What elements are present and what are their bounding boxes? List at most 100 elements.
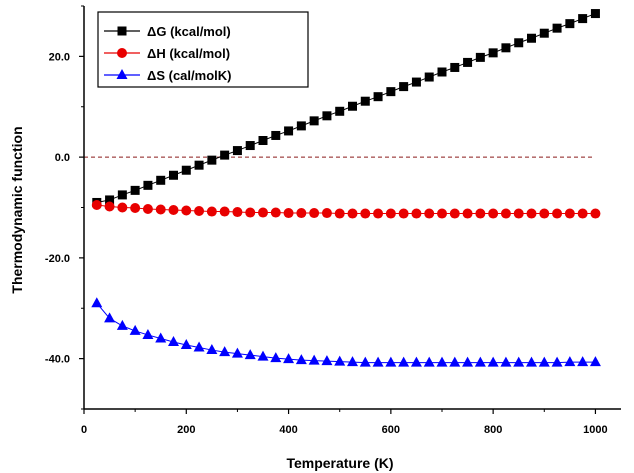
data-point-triangle — [577, 356, 589, 367]
data-point-square — [156, 175, 166, 185]
data-point-triangle — [168, 336, 179, 347]
data-point-triangle — [206, 344, 218, 355]
x-tick-label: 1000 — [583, 424, 607, 436]
data-point-triangle — [129, 324, 141, 335]
data-point-circle — [142, 204, 153, 215]
data-point-circle — [206, 206, 217, 217]
x-tick-label: 600 — [382, 424, 400, 436]
legend-entry: ΔG (kcal/mol) — [104, 24, 231, 39]
data-point-square — [539, 28, 549, 38]
data-point-square — [373, 92, 383, 102]
data-point-square — [322, 111, 332, 121]
legend: ΔG (kcal/mol) ΔH (kcal/mol) ΔS (cal/molK) — [97, 11, 309, 88]
data-point-square — [578, 14, 588, 24]
data-point-triangle — [526, 356, 537, 367]
data-point-triangle — [321, 355, 333, 366]
data-point-square — [463, 57, 473, 67]
data-point-square — [424, 72, 434, 82]
data-point-circle — [462, 208, 473, 219]
data-point-triangle — [219, 346, 231, 357]
data-point-square — [335, 106, 345, 116]
data-point-circle — [130, 203, 141, 214]
data-point-triangle — [257, 350, 269, 361]
data-point-triangle — [283, 353, 295, 364]
data-point-triangle — [231, 347, 243, 358]
legend-marker-triangle — [116, 69, 128, 79]
data-point-circle — [385, 208, 396, 219]
data-point-circle — [424, 208, 435, 219]
data-point-circle — [373, 208, 384, 219]
data-point-circle — [552, 208, 563, 219]
data-point-triangle — [91, 297, 103, 308]
data-point-circle — [219, 206, 230, 217]
data-point-square — [399, 82, 409, 92]
data-point-circle — [411, 208, 422, 219]
y-tick-label: 0.0 — [55, 152, 70, 164]
data-point-triangle — [180, 339, 192, 350]
data-point-circle — [283, 208, 294, 219]
data-point-circle — [258, 207, 268, 218]
data-point-circle — [398, 208, 409, 219]
data-point-triangle — [295, 354, 307, 365]
data-point-circle — [321, 208, 332, 219]
data-point-triangle — [385, 356, 397, 367]
data-point-square — [296, 121, 306, 131]
legend-entry: ΔS (cal/molK) — [104, 68, 231, 83]
x-tick-label: 200 — [177, 424, 195, 436]
data-point-triangle — [436, 356, 448, 367]
data-point-square — [552, 23, 562, 33]
data-point-triangle — [372, 356, 384, 367]
data-point-square — [169, 170, 178, 180]
data-point-triangle — [538, 356, 550, 367]
data-point-square — [194, 160, 204, 170]
data-point-triangle — [487, 356, 499, 367]
data-point-circle — [577, 208, 588, 219]
data-point-circle — [91, 199, 102, 210]
legend-label: ΔH (kcal/mol) — [147, 46, 230, 61]
legend-entry: ΔH (kcal/mol) — [104, 46, 230, 61]
y-tick-label: 20.0 — [49, 51, 70, 63]
data-point-circle — [488, 208, 499, 219]
data-point-circle — [117, 202, 128, 213]
data-point-square — [527, 33, 536, 43]
data-point-square — [501, 43, 511, 53]
data-point-circle — [181, 205, 192, 216]
data-point-circle — [437, 208, 447, 219]
data-point-square — [271, 130, 281, 140]
data-point-circle — [539, 208, 550, 219]
series-line — [96, 204, 596, 215]
legend-marker-square — [117, 26, 127, 36]
series-square — [92, 9, 600, 207]
data-point-square — [181, 165, 191, 175]
data-point-triangle — [500, 356, 512, 367]
y-tick-label: -20.0 — [45, 253, 70, 265]
data-point-circle — [245, 207, 256, 218]
data-point-square — [130, 185, 140, 195]
data-point-square — [309, 116, 319, 126]
data-point-triangle — [423, 356, 435, 367]
data-point-square — [245, 141, 255, 151]
x-axis-title: Temperature (K) — [286, 455, 393, 471]
data-point-triangle — [513, 356, 525, 367]
data-point-circle — [104, 201, 115, 212]
series-layer — [91, 9, 601, 367]
legend-label: ΔG (kcal/mol) — [147, 24, 231, 39]
data-point-circle — [309, 208, 320, 219]
data-point-circle — [168, 205, 179, 216]
x-tick-label: 0 — [81, 424, 87, 436]
data-point-square — [437, 67, 447, 77]
data-point-square — [117, 190, 127, 200]
data-point-triangle — [347, 356, 358, 367]
data-point-circle — [232, 207, 243, 218]
data-point-triangle — [398, 356, 410, 367]
data-point-circle — [526, 208, 537, 219]
series-circle — [91, 199, 601, 219]
data-point-circle — [500, 208, 511, 219]
data-point-triangle — [244, 349, 256, 360]
data-point-square — [232, 146, 242, 156]
axes: 0 200 400 600 800 1000 -40.0 -20.0 0.0 20.0 — [45, 5, 621, 436]
data-point-circle — [296, 208, 307, 219]
data-point-square — [348, 101, 357, 111]
data-point-circle — [590, 208, 601, 219]
